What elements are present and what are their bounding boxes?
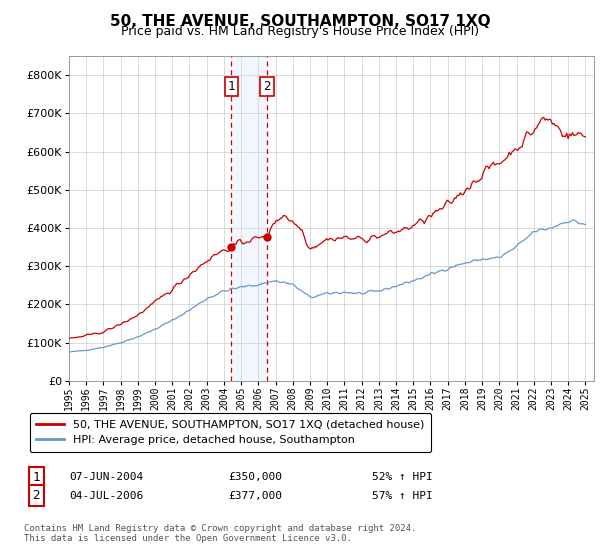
Text: 52% ↑ HPI: 52% ↑ HPI [372,472,433,482]
Text: 50, THE AVENUE, SOUTHAMPTON, SO17 1XQ: 50, THE AVENUE, SOUTHAMPTON, SO17 1XQ [110,14,490,29]
Text: £350,000: £350,000 [228,472,282,482]
Text: 57% ↑ HPI: 57% ↑ HPI [372,491,433,501]
Text: £377,000: £377,000 [228,491,282,501]
Legend: 50, THE AVENUE, SOUTHAMPTON, SO17 1XQ (detached house), HPI: Average price, deta: 50, THE AVENUE, SOUTHAMPTON, SO17 1XQ (d… [29,413,431,452]
Text: 07-JUN-2004: 07-JUN-2004 [69,472,143,482]
Text: 2: 2 [263,80,271,93]
Text: 04-JUL-2006: 04-JUL-2006 [69,491,143,501]
Text: Contains HM Land Registry data © Crown copyright and database right 2024.
This d: Contains HM Land Registry data © Crown c… [24,524,416,543]
Text: 2: 2 [32,489,40,502]
Text: Price paid vs. HM Land Registry's House Price Index (HPI): Price paid vs. HM Land Registry's House … [121,25,479,38]
Bar [232,56,267,381]
Text: 1: 1 [228,80,235,93]
Text: 1: 1 [32,470,40,484]
